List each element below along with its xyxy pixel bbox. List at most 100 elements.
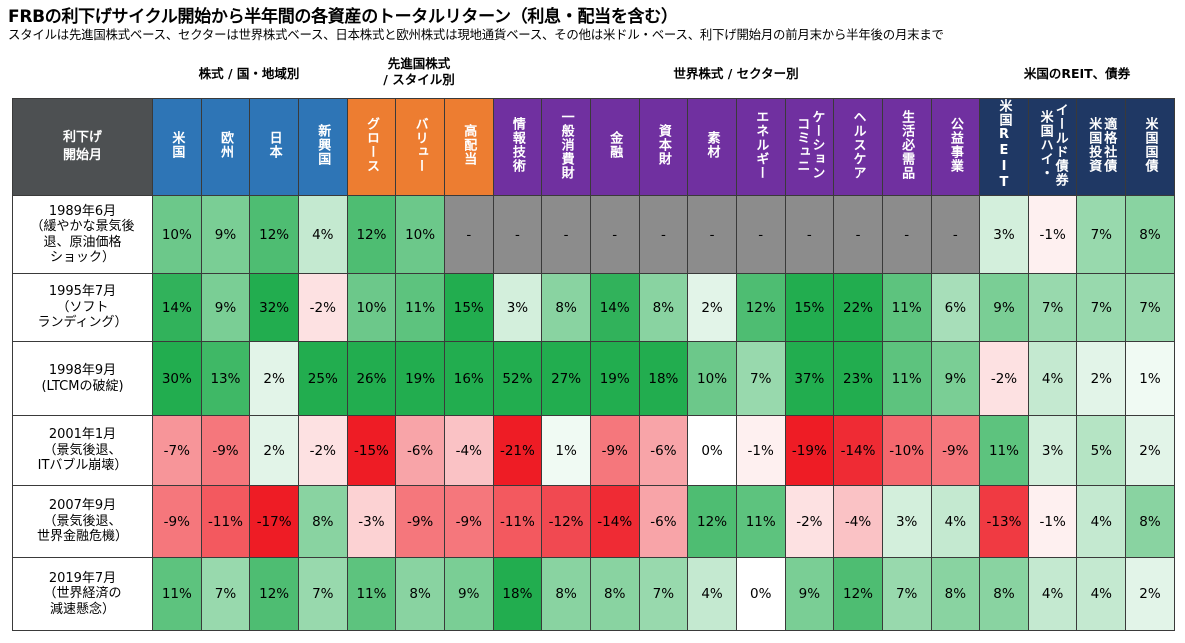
group-label-style-line1: 先進国株式 <box>387 56 451 71</box>
table-row: 2007年9月 （景気後退、 世界金融危機） -9% -11% -17% 8% -3% -9% -… <box>12 485 1175 558</box>
column-header-label: 米国国債 <box>1142 117 1158 173</box>
value-cell: 9% <box>443 557 494 631</box>
row-header-line: 退、原油価格 <box>43 234 122 250</box>
value-cell: 12% <box>249 557 299 631</box>
value-cell: 52% <box>492 341 543 416</box>
value-cell: - <box>687 195 737 274</box>
value-cell: -2% <box>297 273 348 342</box>
value-cell: 12% <box>833 557 883 631</box>
row-header-line: 2007年9月 <box>48 498 117 514</box>
group-label-style: 先進国株式 / スタイル別 <box>346 56 492 88</box>
column-header-label: グロース <box>363 117 379 173</box>
row-header-line: （世界経済の <box>43 586 122 602</box>
value-cell: -2% <box>784 485 835 558</box>
value-cell: 4% <box>1076 485 1127 558</box>
value-cell: 7% <box>1125 273 1175 342</box>
value-cell: 18% <box>492 557 543 631</box>
row-header-line: ショック） <box>49 250 115 265</box>
value-cell: 32% <box>249 273 299 342</box>
value-cell: 37% <box>784 341 835 416</box>
value-cell: 8% <box>979 557 1029 631</box>
value-cell: 8% <box>638 273 689 342</box>
column-header-label: イールド債券 米国ハイ・ <box>1037 103 1068 187</box>
row-header-line: (LTCMの破綻) <box>41 378 124 394</box>
corner-header: 利下げ 開始月 <box>12 98 153 196</box>
value-cell: - <box>881 195 932 274</box>
column-header-label: 素材 <box>704 131 720 159</box>
value-cell: - <box>541 195 591 274</box>
value-cell: 12% <box>346 195 397 274</box>
column-header-label: 日本 <box>266 131 282 159</box>
value-cell: -11% <box>492 485 543 558</box>
value-cell: 9% <box>784 557 835 631</box>
value-cell: 8% <box>1125 195 1175 274</box>
value-cell: -15% <box>346 415 397 486</box>
row-header: 1995年7月 （ソフト ランディング） <box>12 273 153 342</box>
value-cell: -9% <box>152 485 202 558</box>
column-header: ケーション コミュニ <box>784 98 835 196</box>
value-cell: 1% <box>1125 341 1175 416</box>
column-header-label: ヘルスケア <box>850 110 866 180</box>
value-cell: 9% <box>930 341 981 416</box>
row-header-line: 1989年6月 <box>48 203 117 219</box>
value-cell: 4% <box>297 195 348 274</box>
value-cell: 4% <box>687 557 737 631</box>
value-cell: 25% <box>297 341 348 416</box>
value-cell: 0% <box>687 415 737 486</box>
value-cell: -9% <box>395 485 445 558</box>
value-cell: -4% <box>833 485 883 558</box>
column-header-label: 欧州 <box>217 131 233 159</box>
column-header-label: バリュー <box>412 117 428 173</box>
table-row: 1998年9月 (LTCMの破綻) 30% 13% 2% 25% 26% 19% 16% 52% 2… <box>12 341 1175 416</box>
row-header-line: （緩やかな景気後 <box>30 219 135 234</box>
value-cell: 11% <box>881 341 932 416</box>
group-label-region: 株式 / 国・地域別 <box>198 66 300 81</box>
value-cell: 11% <box>735 485 786 558</box>
column-header: 公益事業 <box>930 98 981 196</box>
value-cell: -11% <box>200 485 251 558</box>
group-label-reit-bond: 米国のREIT、債券 <box>1023 66 1131 81</box>
value-cell: 2% <box>1076 341 1127 416</box>
group-label-sector: 世界株式 / セクター別 <box>673 66 799 81</box>
value-cell: - <box>638 195 689 274</box>
column-header: バリュー <box>395 98 445 196</box>
column-header: 資本財 <box>638 98 689 196</box>
value-cell: 9% <box>200 195 251 274</box>
table-row: 1995年7月 （ソフト ランディング） 14% 9% 32% -2% 10% 11% 15% 3%… <box>12 273 1175 342</box>
column-header: 米国REIT <box>979 98 1029 196</box>
value-cell: -6% <box>395 415 445 486</box>
value-cell: -10% <box>881 415 932 486</box>
column-header: 情報技術 <box>492 98 543 196</box>
value-cell: 15% <box>784 273 835 342</box>
value-cell: -21% <box>492 415 543 486</box>
value-cell: 14% <box>589 273 640 342</box>
column-header: 適格社債 米国投資 <box>1076 98 1127 196</box>
column-header: 生活必需品 <box>881 98 932 196</box>
value-cell: 8% <box>395 557 445 631</box>
value-cell: -9% <box>200 415 251 486</box>
value-cell: 6% <box>930 273 981 342</box>
column-header-label: 米国 <box>169 131 185 159</box>
column-header: グロース <box>346 98 397 196</box>
row-header-line: 2019年7月 <box>48 570 117 586</box>
value-cell: 8% <box>589 557 640 631</box>
value-cell: 4% <box>1027 341 1078 416</box>
value-cell: 16% <box>443 341 494 416</box>
value-cell: 12% <box>735 273 786 342</box>
column-header: 金融 <box>589 98 640 196</box>
value-cell: -2% <box>297 415 348 486</box>
value-cell: 11% <box>346 557 397 631</box>
value-cell: 7% <box>735 341 786 416</box>
value-cell: - <box>784 195 835 274</box>
value-cell: 5% <box>1076 415 1127 486</box>
value-cell: 7% <box>1027 273 1078 342</box>
value-cell: 18% <box>638 341 689 416</box>
column-header: 新興国 <box>297 98 348 196</box>
value-cell: 11% <box>881 273 932 342</box>
value-cell: 19% <box>589 341 640 416</box>
value-cell: 7% <box>1076 273 1127 342</box>
column-header-label: 高配当 <box>461 124 477 166</box>
row-header: 2007年9月 （景気後退、 世界金融危機） <box>12 485 153 558</box>
value-cell: 22% <box>833 273 883 342</box>
column-header: イールド債券 米国ハイ・ <box>1027 98 1078 196</box>
